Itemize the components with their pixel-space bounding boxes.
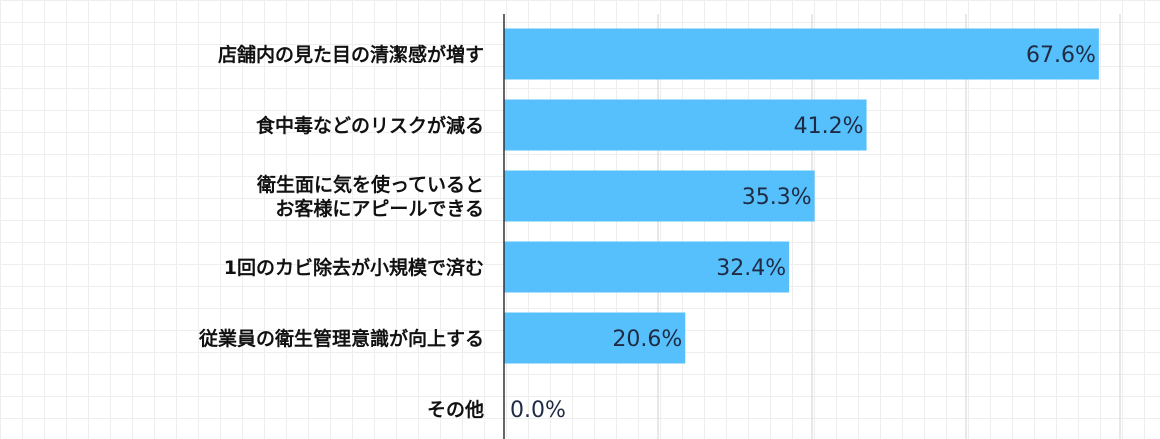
- category-label-2: 食中毒などのリスクが減る: [256, 114, 484, 137]
- category-label-1: 店舗内の見た目の清潔感が増す: [218, 43, 484, 66]
- category-label-6: その他: [427, 398, 484, 421]
- category-label-line: 従業員の衛生管理意識が向上する: [198, 327, 484, 350]
- bar-2: [504, 99, 867, 151]
- bars: [504, 28, 1099, 364]
- value-labels: 67.6% 41.2% 35.3% 32.4% 20.6% 0.0%: [510, 43, 1096, 423]
- gridlines: [657, 14, 1121, 439]
- value-label-1: 67.6%: [1026, 43, 1096, 68]
- value-label-3: 35.3%: [742, 185, 812, 210]
- value-label-6: 0.0%: [510, 398, 566, 423]
- category-label-line: お客様にアピールできる: [275, 197, 484, 220]
- value-label-2: 41.2%: [794, 114, 864, 139]
- value-label-5: 20.6%: [612, 327, 682, 352]
- value-label-4: 32.4%: [716, 256, 786, 281]
- bar-5: [504, 312, 686, 364]
- bar-1: [504, 28, 1099, 80]
- category-label-3: 衛生面に気を使っているとお客様にアピールできる: [256, 173, 484, 220]
- category-label-5: 従業員の衛生管理意識が向上する: [198, 327, 484, 350]
- category-labels: 店舗内の見た目の清潔感が増す食中毒などのリスクが減る衛生面に気を使っているとお客…: [198, 43, 484, 421]
- category-label-line: 食中毒などのリスクが減る: [256, 114, 484, 137]
- bar-4: [504, 241, 790, 293]
- category-label-line: 店舗内の見た目の清潔感が増す: [218, 43, 484, 66]
- category-label-line: 衛生面に気を使っていると: [256, 173, 484, 196]
- category-label-line: 1回のカビ除去が小規模で済む: [224, 256, 484, 279]
- category-label-4: 1回のカビ除去が小規模で済む: [224, 256, 484, 279]
- bar-3: [504, 170, 815, 222]
- category-label-line: その他: [427, 398, 484, 421]
